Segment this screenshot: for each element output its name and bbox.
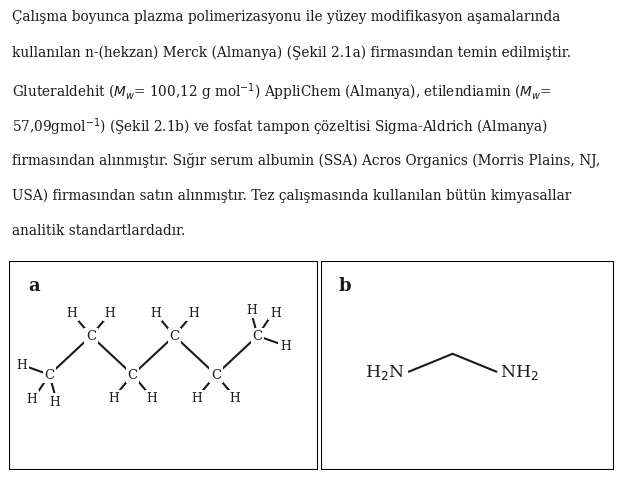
Text: H: H: [108, 392, 119, 405]
Text: H: H: [16, 359, 27, 372]
Text: H: H: [105, 307, 115, 320]
Text: kullanılan n-(hekzan) Merck (Almanya) (Şekil 2.1a) firmasından temin edilmiştir.: kullanılan n-(hekzan) Merck (Almanya) (Ş…: [12, 45, 571, 60]
Bar: [9, 262, 318, 470]
Text: analitik standartlardadır.: analitik standartlardadır.: [12, 224, 186, 238]
Text: NH$_2$: NH$_2$: [500, 362, 539, 382]
Text: H: H: [270, 306, 281, 319]
Text: C: C: [44, 369, 54, 382]
Text: USA) firmasından satın alınmıştır. Tez çalışmasında kullanılan bütün kimyasallar: USA) firmasından satın alınmıştır. Tez ç…: [12, 188, 572, 202]
Text: Çalışma boyunca plazma polimerizasyonu ile yüzey modifikasyon aşamalarında: Çalışma boyunca plazma polimerizasyonu i…: [12, 10, 561, 24]
Text: firmasından alınmıştır. Sığır serum albumin (SSA) Acros Organics (Morris Plains,: firmasından alınmıştır. Sığır serum albu…: [12, 152, 601, 167]
Text: H: H: [230, 392, 240, 405]
Text: C: C: [169, 330, 179, 343]
Text: a: a: [28, 276, 39, 294]
Text: C: C: [252, 330, 263, 343]
Text: H: H: [247, 303, 257, 316]
Text: H: H: [188, 307, 199, 320]
Text: H: H: [26, 392, 37, 405]
Text: C: C: [128, 369, 138, 382]
Text: H: H: [280, 339, 291, 353]
Text: Gluteraldehit ($\it{M_w}$= 100,12 g mol$^{-1}$) AppliChem (Almanya), etilendiami: Gluteraldehit ($\it{M_w}$= 100,12 g mol$…: [12, 81, 552, 102]
Text: b: b: [338, 276, 351, 294]
Text: C: C: [86, 330, 96, 343]
Text: H: H: [67, 307, 77, 320]
Text: H: H: [146, 392, 157, 405]
Text: 57,09gmol$^{-1}$) (Şekil 2.1b) ve fosfat tampon çözeltisi Sigma-Aldrich (Almanya: 57,09gmol$^{-1}$) (Şekil 2.1b) ve fosfat…: [12, 117, 548, 138]
Text: C: C: [211, 369, 221, 382]
Text: H: H: [191, 392, 202, 405]
Text: H$_2$N: H$_2$N: [365, 362, 405, 382]
Text: H: H: [50, 395, 60, 408]
Bar: [321, 262, 614, 470]
Text: H: H: [150, 307, 161, 320]
